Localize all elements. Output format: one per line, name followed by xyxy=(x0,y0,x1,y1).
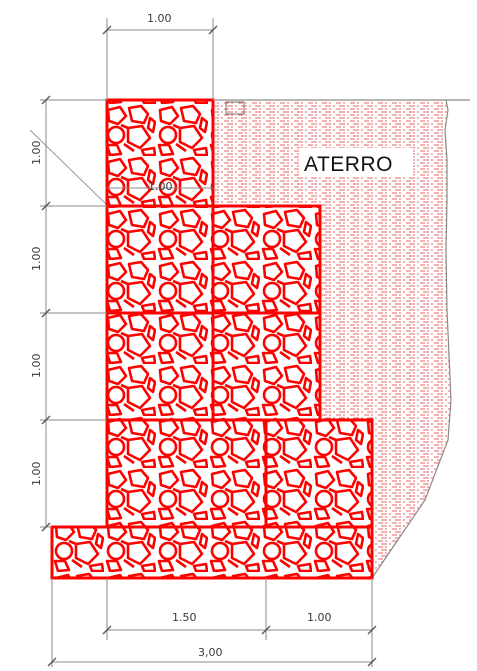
dim-inner: 1.00 xyxy=(148,180,173,193)
gabion-baskets xyxy=(50,98,374,580)
dim-level-4: 1.00 xyxy=(30,462,43,487)
gabion-box-level-2a xyxy=(105,204,215,315)
dim-top-width: 1.00 xyxy=(147,12,172,25)
top-fill-detail xyxy=(225,101,245,115)
dim-bottom-left: 1.50 xyxy=(172,611,197,624)
gabion-box-level-4b xyxy=(264,418,374,529)
gabion-box-level-4a xyxy=(105,418,268,529)
gabion-box-base xyxy=(50,525,374,580)
dim-level-2: 1.00 xyxy=(30,247,43,272)
gabion-box-level-2b xyxy=(211,204,322,315)
fill-label: ATERRO xyxy=(304,153,393,176)
dimension-ticks xyxy=(41,25,377,667)
dim-total: 3,00 xyxy=(198,646,223,659)
fill-label-box xyxy=(299,148,413,176)
dim-level-3: 1.00 xyxy=(30,354,43,379)
backfill-area xyxy=(215,100,451,578)
dim-level-1: 1.00 xyxy=(30,141,43,166)
dim-bottom-right: 1.00 xyxy=(307,611,332,624)
slope-line xyxy=(29,129,109,207)
ground-profile-line xyxy=(215,99,470,579)
gabion-box-level-3b xyxy=(211,311,322,422)
gabion-box-level-3a xyxy=(105,311,215,422)
